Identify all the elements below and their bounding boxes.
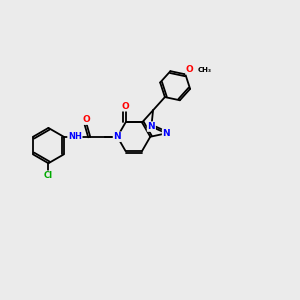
Text: O: O bbox=[82, 115, 90, 124]
Text: N: N bbox=[148, 122, 155, 131]
Text: O: O bbox=[186, 65, 194, 74]
Text: N: N bbox=[113, 132, 121, 141]
Text: O: O bbox=[122, 102, 129, 111]
Text: CH₃: CH₃ bbox=[198, 67, 212, 73]
Text: N: N bbox=[163, 129, 170, 138]
Text: NH: NH bbox=[68, 132, 82, 141]
Text: Cl: Cl bbox=[44, 171, 53, 180]
